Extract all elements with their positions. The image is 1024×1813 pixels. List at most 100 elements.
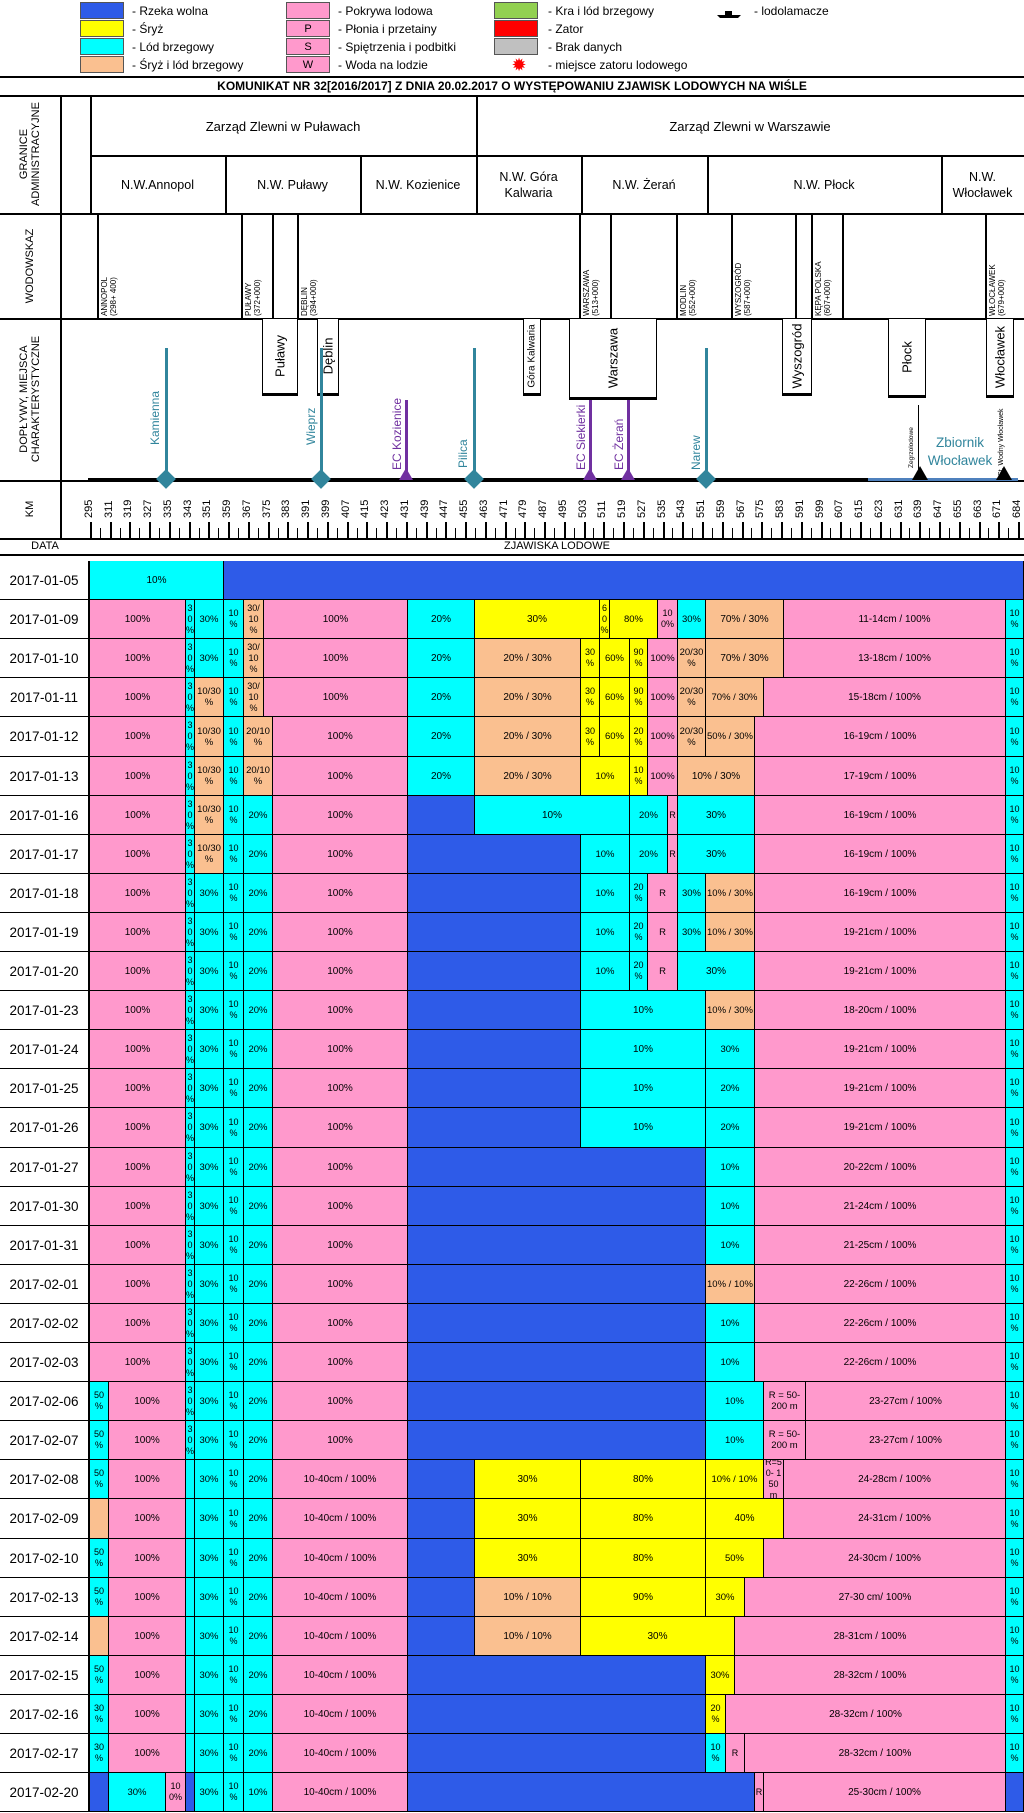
ice-cell: 70% / 30% [706, 678, 764, 717]
ice-cell: 100% [264, 639, 408, 678]
tributary-line-1 [320, 348, 323, 480]
km-label-14: 415 [359, 499, 371, 518]
ice-cell: 20% [408, 717, 475, 757]
date-cell: 2017-01-11 [0, 678, 90, 717]
gauge-label-0: ANNOPOL (298+ 400) [100, 277, 118, 316]
legend-swatch-9 [494, 20, 538, 37]
ice-cell [408, 1695, 706, 1734]
ice-cell: 30% [109, 1773, 166, 1812]
table-row: 2017-01-30 100% 3 0 % 30% 10 % 20% 100% 10% 21-2… [0, 1187, 1024, 1226]
ice-cell: 80% [581, 1499, 706, 1539]
section-divider-1 [0, 318, 1024, 320]
ice-cell [408, 1499, 475, 1539]
ice-cell: 20% [244, 991, 273, 1030]
km-tick-42 [919, 522, 921, 538]
ice-cell: 10-40cm / 100% [273, 1656, 408, 1695]
ice-cell: 100% [90, 874, 186, 913]
ice-cell: 30% [195, 1030, 224, 1069]
ice-cell [408, 1773, 755, 1812]
ice-cell: 30% [475, 1460, 581, 1499]
ice-cell: 10-40cm / 100% [273, 1499, 408, 1539]
ice-cell: 100% [109, 1499, 186, 1539]
ice-cell: 10 % [224, 1069, 244, 1108]
ice-cell: 10% [581, 913, 630, 952]
ice-cell: 100% [273, 835, 408, 874]
ice-cell: 10 % [224, 1656, 244, 1695]
ice-cell: 100% [273, 874, 408, 913]
ice-cell: 30% [195, 1578, 224, 1617]
legend-label-10: - Brak danych [548, 40, 623, 54]
km-label-38: 607 [833, 499, 845, 518]
legend-label-0: - Rzeka wolna [132, 4, 209, 18]
ice-cell: 10 % [1006, 952, 1024, 991]
ec-label-1: EC Siekierki [574, 404, 588, 470]
date-cell: 2017-02-08 [0, 1460, 90, 1499]
gauge-line-0 [97, 213, 99, 318]
ice-cell: 19-21cm / 100% [755, 1030, 1006, 1069]
zarzad-divider [476, 95, 478, 213]
ice-cell: 100% [273, 1304, 408, 1343]
km-minor-tick-25 [593, 528, 594, 538]
date-cell: 2017-02-16 [0, 1695, 90, 1734]
km-minor-tick-26 [613, 528, 614, 538]
ice-cell: 100% [273, 1343, 408, 1382]
ice-cell: 10 % [1006, 600, 1024, 639]
ice-cell: R [726, 1734, 745, 1773]
km-label-33: 567 [735, 499, 747, 518]
ice-cell: 100% [90, 1226, 186, 1265]
ec-line-2 [627, 400, 630, 476]
ice-cell: 80% [581, 1460, 706, 1499]
km-label-26: 511 [596, 500, 608, 518]
ice-cell: 30% [195, 1421, 224, 1460]
km-tick-29 [663, 522, 665, 538]
km-tick-31 [702, 522, 704, 538]
km-tick-36 [801, 522, 803, 538]
ice-cell: 100% [109, 1382, 186, 1421]
km-minor-tick-3 [159, 528, 160, 538]
section-label-km: KM [0, 480, 60, 538]
legend-swatch-4 [286, 2, 330, 19]
ice-cell: 10 % [1006, 1734, 1024, 1773]
ice-cell: 20% [244, 1382, 273, 1421]
ice-cell: 10 % [1006, 1578, 1024, 1617]
ice-cell: 100% [109, 1734, 186, 1773]
ice-cell: 80% [610, 600, 658, 639]
ice-cell [1006, 1773, 1024, 1812]
ice-cell: 100% [273, 952, 408, 991]
legend-label-1: - Śryż [132, 22, 164, 36]
ice-cell: 10% [581, 952, 630, 991]
ice-cell [224, 561, 1024, 600]
table-row: 2017-02-03 100% 3 0 % 30% 10 % 20% 100% 10% 22-2… [0, 1343, 1024, 1382]
legend-label-11: - miejsce zatoru lodowego [548, 58, 688, 72]
gauge-line-5 [731, 213, 733, 318]
ice-cell: 10 % [1006, 639, 1024, 678]
table-row: 2017-02-08 50 % 100% 30% 10 % 20% 10-40cm / 10… [0, 1460, 1024, 1499]
gauge-km-1: (372+000) [253, 279, 262, 316]
km-label-47: 684 [1011, 499, 1023, 518]
km-tick-10 [287, 522, 289, 538]
ice-cell: 10% [244, 1773, 273, 1812]
ice-cell: 10 % [1006, 1382, 1024, 1421]
ice-cell: 30% [195, 952, 224, 991]
legend-label-6: - Spiętrzenia i podbitki [338, 40, 457, 54]
ice-cell: 20% [408, 600, 475, 639]
ice-cell: 30% [475, 1499, 581, 1539]
ice-cell: 13-18cm / 100% [784, 639, 1006, 678]
nadzor-divider-2 [360, 155, 362, 213]
ice-cell: 28-32cm / 100% [735, 1656, 1006, 1695]
km-minor-tick-13 [357, 528, 358, 538]
section-divider-0 [0, 213, 1024, 215]
ice-cell [186, 1578, 195, 1617]
km-label-43: 647 [932, 499, 944, 518]
gauge-box-1 [272, 213, 274, 318]
ice-cell: 30/ 10 % [244, 600, 264, 639]
section-label-doplywy: DOPŁYWY, MIEJSCA CHARAKTERYSTYCZNE [0, 318, 60, 480]
ice-cell: 50 % [90, 1578, 109, 1617]
gauge-km-3: (513+000) [591, 279, 600, 316]
legend-label-9: - Zator [548, 22, 584, 36]
ice-cell: 70% / 30% [706, 600, 784, 639]
gauge-name-2: DĘBLIN [300, 287, 309, 316]
ice-cell: 100% [90, 1108, 186, 1148]
tributary-label-3: Narew [689, 435, 703, 470]
ice-cell: 10 % [224, 1695, 244, 1734]
